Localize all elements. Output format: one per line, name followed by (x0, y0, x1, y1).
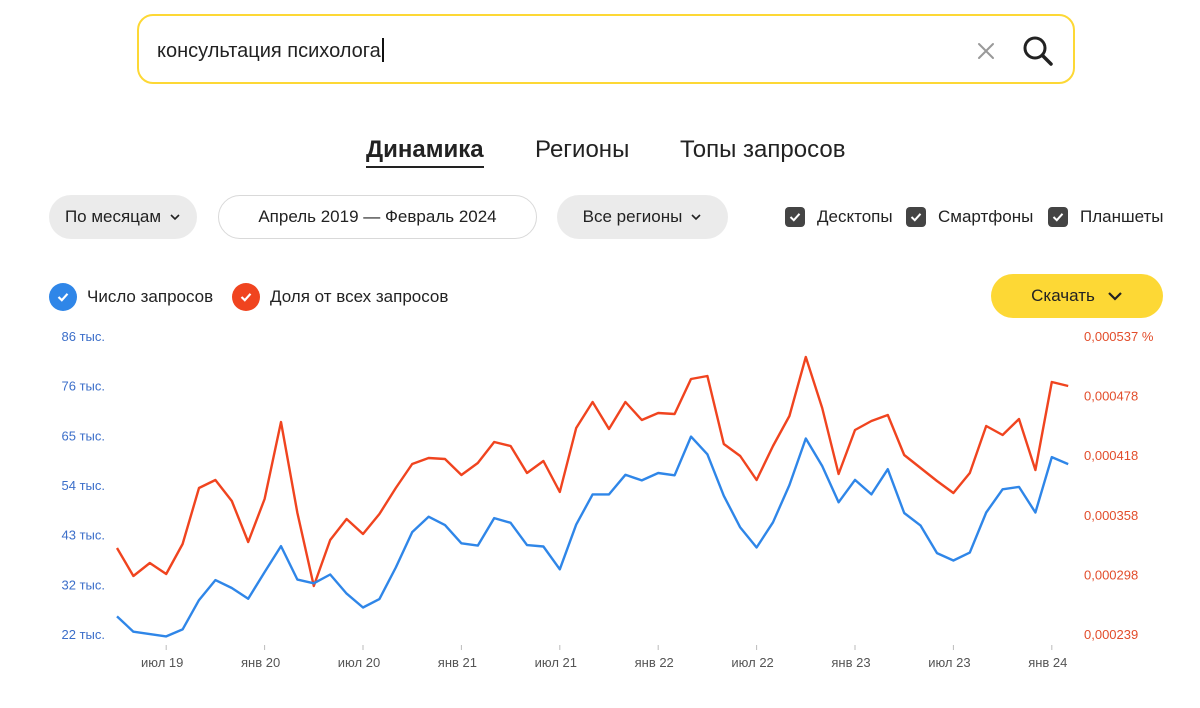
checkbox-smartphone[interactable]: Смартфоны (906, 206, 1033, 228)
tab-regions[interactable]: Регионы (535, 136, 630, 163)
tab-dynamics[interactable]: Динамика (366, 136, 484, 168)
y-tick-label-left: 86 тыс. (62, 329, 105, 344)
x-tick-label: июл 20 (338, 655, 380, 670)
checkbox-smartphone-label: Смартфоны (938, 207, 1034, 226)
chevron-down-icon (170, 214, 180, 221)
y-tick-label-left: 76 тыс. (62, 379, 105, 394)
series-line-share (115, 355, 1069, 588)
series-line-count (116, 435, 1069, 638)
x-tick-label: янв 24 (1028, 655, 1067, 670)
search-box[interactable]: консультация психолога (137, 14, 1075, 84)
region-select-label: Все регионы (582, 207, 683, 226)
legend-count-label: Число запросов (87, 287, 214, 306)
y-tick-label-right: 0,000537 % (1084, 329, 1154, 344)
y-tick-label-left: 65 тыс. (62, 428, 105, 443)
search-query: консультация психолога (157, 40, 381, 62)
x-tick-label: июл 21 (535, 655, 577, 670)
legend-share-label: Доля от всех запросов (270, 287, 449, 306)
check-circle-icon (49, 283, 77, 311)
close-icon[interactable] (973, 38, 999, 64)
y-tick-label-right: 0,000298 (1084, 567, 1138, 582)
date-range-label: Апрель 2019 — Февраль 2024 (258, 207, 497, 226)
checkbox-checked-icon (1048, 207, 1068, 227)
download-button-label: Скачать (1031, 286, 1095, 305)
y-axis-left: 86 тыс. 76 тыс. 65 тыс. 54 тыс. 43 тыс. 32 ты… (62, 329, 105, 642)
download-button[interactable]: Скачать (991, 274, 1163, 318)
x-tick-label: июл 19 (141, 655, 183, 670)
region-select[interactable]: Все регионы (557, 195, 728, 239)
y-tick-label-right: 0,000478 (1084, 389, 1138, 404)
checkbox-checked-icon (906, 207, 926, 227)
tab-bar: Динамика Регионы Топы запросов (0, 136, 1200, 176)
x-tick-label: янв 20 (241, 655, 280, 670)
date-range-picker[interactable]: Апрель 2019 — Февраль 2024 (218, 195, 537, 239)
x-tick-label: янв 23 (831, 655, 870, 670)
checkbox-tablet-label: Планшеты (1080, 207, 1164, 226)
x-tick-label: янв 22 (635, 655, 674, 670)
y-tick-label-left: 54 тыс. (62, 478, 105, 493)
x-axis: июл 19 янв 20 июл 20 янв 21 июл 21 янв 22 июл … (141, 645, 1067, 670)
x-tick-label: июл 22 (731, 655, 773, 670)
search-icon[interactable] (1021, 34, 1055, 68)
period-select[interactable]: По месяцам (49, 195, 197, 239)
x-tick-label: июл 23 (928, 655, 970, 670)
legend-toggle-share[interactable]: Доля от всех запросов (232, 282, 448, 312)
y-axis-right: 0,000537 % 0,000478 0,000418 0,000358 0,0002… (1084, 329, 1154, 642)
check-circle-icon (232, 283, 260, 311)
tab-top-queries[interactable]: Топы запросов (680, 136, 846, 163)
y-tick-label-left: 32 тыс. (62, 577, 105, 592)
period-select-label: По месяцам (64, 207, 162, 226)
y-tick-label-right: 0,000239 (1084, 627, 1138, 642)
y-tick-label-right: 0,000358 (1084, 508, 1138, 523)
legend-toggle-count[interactable]: Число запросов (49, 282, 213, 312)
checkbox-checked-icon (785, 207, 805, 227)
x-tick-label: янв 21 (438, 655, 477, 670)
chevron-down-icon (691, 214, 701, 221)
y-tick-label-left: 43 тыс. (62, 528, 105, 543)
checkbox-tablet[interactable]: Планшеты (1048, 206, 1164, 228)
dynamics-chart: 86 тыс. 76 тыс. 65 тыс. 54 тыс. 43 тыс. 32 ты… (62, 329, 1154, 670)
y-tick-label-left: 22 тыс. (62, 627, 105, 642)
y-tick-label-right: 0,000418 (1084, 448, 1138, 463)
text-caret (381, 38, 384, 62)
chevron-down-icon (1108, 292, 1122, 301)
search-input[interactable]: консультация психолога (157, 38, 384, 63)
checkbox-desktop-label: Десктопы (817, 207, 893, 226)
checkbox-desktop[interactable]: Десктопы (785, 206, 893, 228)
